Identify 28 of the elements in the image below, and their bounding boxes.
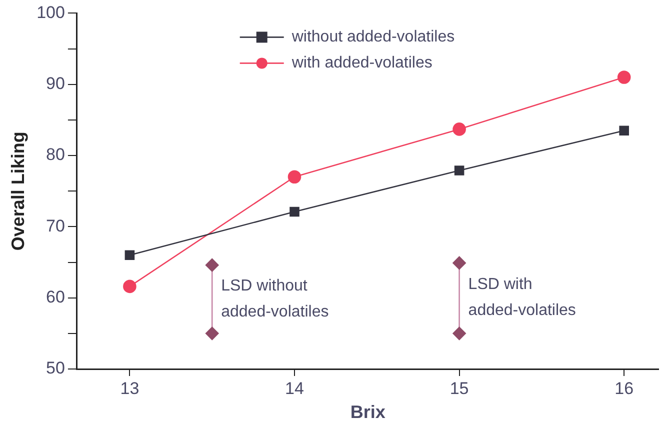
annotation: LSD without added-volatiles [221, 278, 329, 321]
y-tick-label: 50 [46, 358, 65, 378]
point [288, 170, 302, 184]
y-axis-title: Overall Liking [8, 132, 28, 251]
x-tick-label: 13 [120, 378, 140, 398]
legend-label: with added-volatiles [290, 54, 432, 72]
point [619, 126, 629, 136]
legend-label: without added-volatiles [290, 28, 455, 46]
point [452, 256, 466, 270]
annotation: LSD with added-volatiles [468, 276, 576, 320]
point [454, 166, 464, 176]
y-tick-label: 90 [46, 74, 65, 94]
y-tick-label: 60 [46, 288, 65, 307]
y-tick-label: 80 [46, 145, 65, 164]
x-tick-label: 15 [450, 378, 469, 398]
point [290, 206, 300, 217]
point [452, 326, 466, 340]
point [617, 70, 631, 84]
x-tick-label: 14 [285, 378, 304, 398]
point [452, 122, 466, 136]
y-tick-label: 70 [46, 216, 65, 236]
point [205, 258, 219, 272]
y-tick-label: 100 [36, 2, 65, 22]
point [205, 326, 219, 340]
x-axis-title: Brix [350, 402, 386, 422]
x-tick-label: 16 [614, 378, 634, 398]
point [123, 280, 136, 294]
point [124, 250, 135, 260]
